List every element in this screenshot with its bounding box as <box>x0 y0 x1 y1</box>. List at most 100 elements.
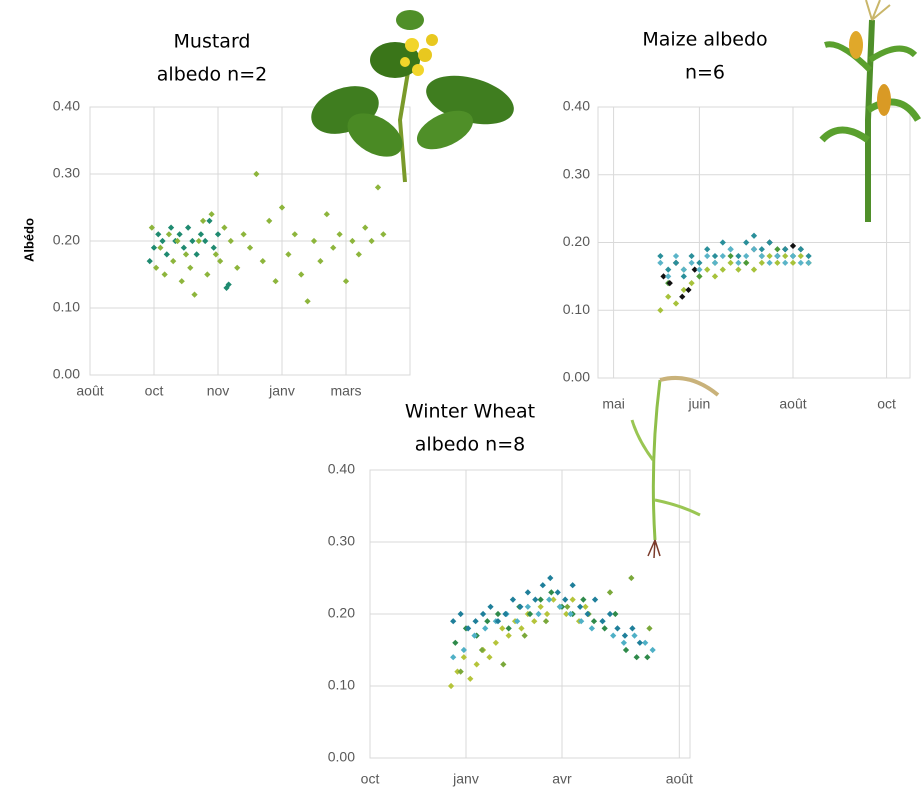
x-tick-label: juin <box>688 396 711 412</box>
point <box>460 654 467 661</box>
point <box>482 625 489 632</box>
point <box>644 654 651 661</box>
point <box>460 646 467 654</box>
chart-title: albedo n=8 <box>415 434 525 456</box>
point <box>735 252 742 260</box>
y-tick-label: 0.20 <box>53 232 80 248</box>
charts: 0.00 0.10 0.20 0.30 0.40 août oct nov janv mars Mu… <box>21 29 911 787</box>
point <box>629 625 636 632</box>
point <box>150 244 158 251</box>
chart-title: albedo n=2 <box>157 64 267 86</box>
x-tick-label: mai <box>602 396 625 412</box>
mustard-illustration <box>311 10 514 183</box>
point <box>766 252 773 260</box>
chart-panel: 0.00 0.10 0.20 0.30 0.40 oct janv avr août Winter… <box>328 401 693 787</box>
point <box>161 271 168 278</box>
point <box>518 625 525 632</box>
point <box>612 610 619 618</box>
point <box>165 231 173 238</box>
point <box>569 596 576 603</box>
point <box>517 603 524 610</box>
point <box>484 618 491 625</box>
x-tick-label: janv <box>452 771 479 787</box>
point <box>492 639 499 646</box>
point <box>620 639 627 646</box>
point <box>214 231 222 238</box>
x-tick-label: août <box>666 771 693 787</box>
point <box>539 582 546 589</box>
point <box>472 618 479 625</box>
point <box>514 618 521 625</box>
y-tick-label: 0.40 <box>563 98 590 114</box>
point <box>599 618 606 625</box>
point <box>509 596 517 603</box>
point <box>621 632 629 639</box>
x-tick-label: oct <box>877 396 896 412</box>
point <box>521 632 528 639</box>
y-tick-label: 0.40 <box>53 98 80 114</box>
y-tick-label: 0.30 <box>53 165 80 181</box>
point <box>584 610 591 618</box>
point <box>657 252 664 260</box>
point <box>452 639 459 646</box>
point <box>628 574 635 582</box>
point <box>225 281 232 288</box>
point <box>642 639 649 646</box>
point <box>719 252 726 260</box>
point <box>298 271 305 278</box>
point <box>569 582 576 589</box>
point <box>548 589 555 596</box>
point <box>486 654 493 661</box>
maize-illustration <box>819 0 922 222</box>
chart-title: Winter Wheat <box>405 401 535 423</box>
chart-title: n=6 <box>685 62 725 84</box>
point <box>197 231 205 238</box>
point <box>601 625 608 632</box>
point <box>704 252 711 260</box>
point <box>591 596 599 603</box>
point <box>500 661 507 668</box>
point <box>577 603 584 610</box>
y-tick-label: 0.20 <box>563 233 590 249</box>
point <box>342 278 350 285</box>
point <box>622 646 630 654</box>
point <box>542 618 550 625</box>
point <box>180 244 187 251</box>
point <box>195 237 202 245</box>
point <box>688 280 695 287</box>
point <box>502 610 509 618</box>
point <box>685 286 692 294</box>
y-tick-label: 0.40 <box>328 461 355 477</box>
point <box>789 252 797 260</box>
point <box>285 251 292 258</box>
x-tick-label: oct <box>361 771 380 787</box>
point <box>212 251 219 258</box>
point <box>774 252 781 260</box>
point <box>546 596 553 603</box>
point <box>758 252 765 260</box>
point <box>666 280 673 287</box>
point <box>537 603 544 610</box>
point <box>450 654 457 661</box>
point <box>588 625 595 632</box>
y-axis-label: Albédo <box>21 218 36 262</box>
point <box>688 252 695 260</box>
point <box>227 237 234 245</box>
point <box>543 610 551 618</box>
point <box>567 610 574 618</box>
point <box>524 589 531 596</box>
point <box>535 610 542 618</box>
point <box>157 244 164 251</box>
point <box>636 639 643 646</box>
point <box>259 257 266 265</box>
point <box>206 217 213 225</box>
point <box>447 682 455 690</box>
point <box>631 632 638 639</box>
point <box>174 237 181 245</box>
point <box>253 170 260 178</box>
point <box>727 252 734 260</box>
point <box>610 632 617 639</box>
point <box>580 596 587 603</box>
point <box>479 610 487 618</box>
